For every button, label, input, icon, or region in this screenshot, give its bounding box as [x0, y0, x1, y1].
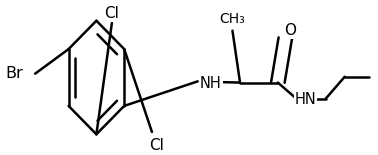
Text: NH: NH [200, 76, 222, 91]
Text: Cl: Cl [104, 6, 119, 21]
Text: Br: Br [6, 66, 23, 81]
Text: O: O [284, 23, 296, 38]
Text: CH₃: CH₃ [220, 12, 245, 26]
Text: HN: HN [294, 92, 316, 107]
Text: Cl: Cl [149, 138, 164, 153]
